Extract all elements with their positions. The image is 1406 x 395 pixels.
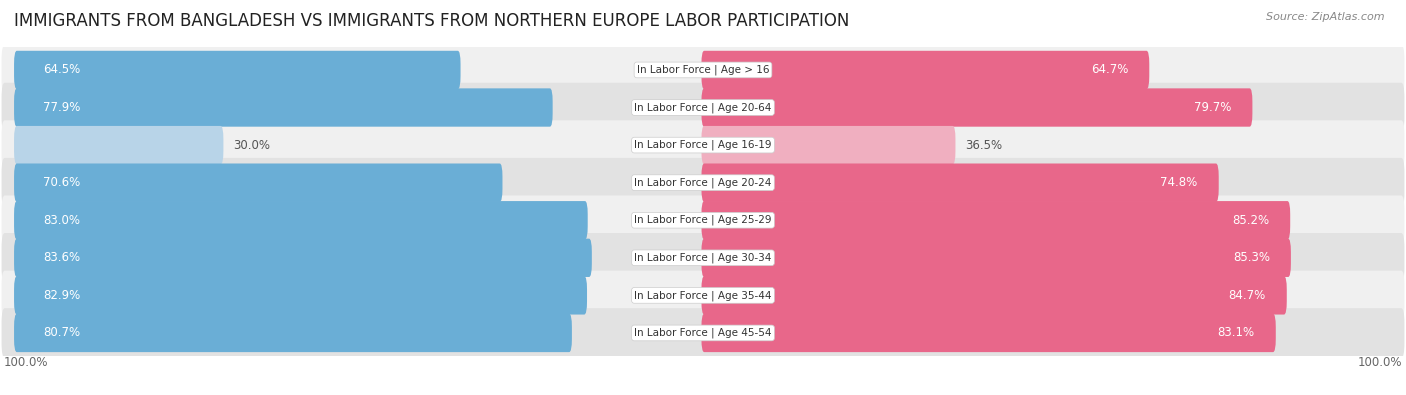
FancyBboxPatch shape (1, 45, 1405, 95)
Text: 30.0%: 30.0% (233, 139, 270, 152)
Text: 83.6%: 83.6% (44, 251, 80, 264)
FancyBboxPatch shape (702, 88, 1253, 127)
FancyBboxPatch shape (14, 126, 224, 164)
Legend: Immigrants from Bangladesh, Immigrants from Northern Europe: Immigrants from Bangladesh, Immigrants f… (467, 394, 939, 395)
FancyBboxPatch shape (1, 308, 1405, 358)
FancyBboxPatch shape (1, 233, 1405, 282)
Text: 79.7%: 79.7% (1194, 101, 1232, 114)
FancyBboxPatch shape (1, 120, 1405, 170)
Text: In Labor Force | Age 16-19: In Labor Force | Age 16-19 (634, 140, 772, 150)
FancyBboxPatch shape (14, 276, 588, 314)
Text: In Labor Force | Age 45-54: In Labor Force | Age 45-54 (634, 328, 772, 338)
FancyBboxPatch shape (14, 201, 588, 239)
Text: 64.5%: 64.5% (44, 64, 80, 77)
Text: 70.6%: 70.6% (44, 176, 80, 189)
Text: 84.7%: 84.7% (1229, 289, 1265, 302)
Text: 85.3%: 85.3% (1233, 251, 1270, 264)
Text: 100.0%: 100.0% (4, 356, 48, 369)
Text: 82.9%: 82.9% (44, 289, 80, 302)
Text: 100.0%: 100.0% (1358, 356, 1402, 369)
FancyBboxPatch shape (1, 158, 1405, 207)
Text: 77.9%: 77.9% (44, 101, 80, 114)
Text: In Labor Force | Age 20-24: In Labor Force | Age 20-24 (634, 177, 772, 188)
FancyBboxPatch shape (702, 276, 1286, 314)
Text: 64.7%: 64.7% (1091, 64, 1128, 77)
FancyBboxPatch shape (702, 239, 1291, 277)
FancyBboxPatch shape (1, 271, 1405, 320)
Text: In Labor Force | Age 35-44: In Labor Force | Age 35-44 (634, 290, 772, 301)
FancyBboxPatch shape (702, 314, 1275, 352)
FancyBboxPatch shape (702, 126, 956, 164)
FancyBboxPatch shape (14, 88, 553, 127)
Text: 85.2%: 85.2% (1232, 214, 1270, 227)
FancyBboxPatch shape (14, 314, 572, 352)
Text: In Labor Force | Age 30-34: In Labor Force | Age 30-34 (634, 252, 772, 263)
FancyBboxPatch shape (702, 164, 1219, 202)
FancyBboxPatch shape (14, 164, 502, 202)
FancyBboxPatch shape (702, 201, 1291, 239)
Text: Source: ZipAtlas.com: Source: ZipAtlas.com (1267, 12, 1385, 22)
Text: In Labor Force | Age 20-64: In Labor Force | Age 20-64 (634, 102, 772, 113)
FancyBboxPatch shape (14, 239, 592, 277)
FancyBboxPatch shape (14, 51, 461, 89)
FancyBboxPatch shape (702, 51, 1149, 89)
Text: 83.1%: 83.1% (1218, 326, 1254, 339)
Text: 36.5%: 36.5% (966, 139, 1002, 152)
Text: 83.0%: 83.0% (44, 214, 80, 227)
Text: 80.7%: 80.7% (44, 326, 80, 339)
Text: IMMIGRANTS FROM BANGLADESH VS IMMIGRANTS FROM NORTHERN EUROPE LABOR PARTICIPATIO: IMMIGRANTS FROM BANGLADESH VS IMMIGRANTS… (14, 12, 849, 30)
FancyBboxPatch shape (1, 196, 1405, 245)
Text: In Labor Force | Age 25-29: In Labor Force | Age 25-29 (634, 215, 772, 226)
Text: In Labor Force | Age > 16: In Labor Force | Age > 16 (637, 65, 769, 75)
FancyBboxPatch shape (1, 83, 1405, 132)
Text: 74.8%: 74.8% (1160, 176, 1198, 189)
